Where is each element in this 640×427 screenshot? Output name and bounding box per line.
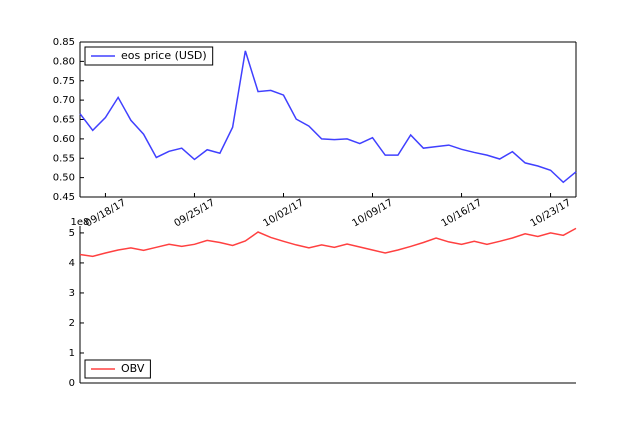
x-tick-label: 10/16/17: [440, 197, 484, 229]
y-tick-label: 5: [69, 228, 75, 239]
legend-box: [84, 359, 151, 379]
y-tick-label: 1: [69, 348, 75, 359]
legend: eos price (USD): [84, 46, 214, 66]
x-tick-label: 10/23/17: [529, 197, 573, 229]
legend-label: OBV: [121, 362, 145, 375]
x-tick-label: 10/02/17: [262, 197, 306, 229]
legend-label: eos price (USD): [121, 49, 207, 62]
y-tick-label: 0.80: [53, 56, 75, 67]
y-tick-label: 2: [69, 318, 75, 329]
x-tick-label: 10/09/17: [351, 197, 395, 229]
y-tick-label: 4: [69, 258, 75, 269]
y-tick-label: 0: [69, 378, 75, 389]
y-tick-label: 0.75: [53, 76, 75, 87]
legend-box: [84, 46, 214, 66]
y-tick-label: 3: [69, 288, 75, 299]
legend: OBV: [84, 359, 151, 379]
y-tick-label: 0.50: [53, 173, 75, 184]
x-tick-label: 09/25/17: [173, 197, 217, 229]
y-tick-label: 0.55: [53, 153, 75, 164]
y-tick-label: 0.60: [53, 134, 75, 145]
series-line: [79, 227, 577, 258]
series-line: [79, 50, 577, 184]
y-tick-label: 0.85: [53, 37, 75, 48]
offset-label: 1e8: [71, 217, 90, 228]
x-tick-label: 09/18/17: [83, 197, 127, 229]
y-tick-label: 0.70: [53, 95, 75, 106]
y-tick-label: 0.65: [53, 115, 75, 126]
y-tick-label: 0.45: [53, 192, 75, 203]
